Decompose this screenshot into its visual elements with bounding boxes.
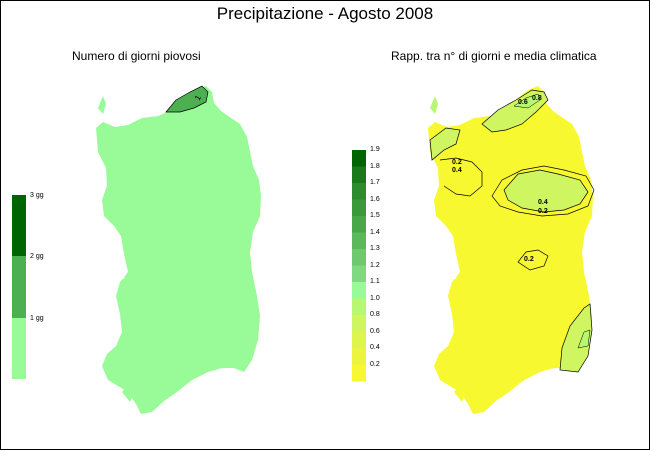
- right-legend-swatch: [352, 183, 366, 200]
- right-legend-label: 1.7: [370, 179, 380, 186]
- right-legend-label: 1.0: [370, 294, 380, 302]
- right-legend-label: 1.5: [370, 212, 380, 219]
- right-legend-swatch: [352, 364, 366, 382]
- right-legend-swatch: [352, 298, 366, 316]
- contour-label: 0.6: [518, 99, 528, 106]
- right-legend-swatch: [352, 216, 366, 233]
- contour-label: 0.4: [452, 167, 462, 174]
- left-contour-label: 1: [193, 93, 203, 102]
- oristano-gulf-right: [449, 266, 458, 279]
- right-legend-swatch: [352, 315, 366, 332]
- right-legend: [352, 150, 366, 382]
- right-legend-swatch: [352, 150, 366, 167]
- north-ratio-core: [513, 93, 541, 109]
- contour-label: 0.2: [538, 208, 548, 215]
- south-contour: [517, 249, 549, 271]
- right-legend-swatch: [352, 331, 366, 349]
- northwest-ratio-zone: [429, 127, 461, 161]
- left-map-title: Numero di giorni piovosi: [72, 49, 201, 63]
- right-legend-label: 1.9: [370, 146, 380, 153]
- right-legend-swatch: [352, 232, 366, 250]
- right-map-title: Rapp. tra n° di giorni e media climatica: [391, 49, 597, 63]
- right-legend-label: 0.2: [370, 360, 380, 368]
- central-contour-outer: [491, 165, 595, 217]
- sant-antioco-left: [122, 386, 134, 402]
- oristano-gulf-left: [117, 266, 126, 279]
- right-legend-label: 0.8: [370, 311, 380, 318]
- sardinia-left-land: [96, 86, 261, 414]
- right-legend-swatch: [352, 166, 366, 184]
- asinara-island-right: [430, 96, 438, 114]
- right-map: 0.6 0.8 0.2 0.4 0.4 0.2 0.2: [428, 86, 595, 414]
- contour-label: 0.2: [452, 159, 462, 166]
- asinara-island-left: [98, 96, 106, 114]
- left-legend-label: 1 gg: [30, 315, 44, 322]
- right-legend-label: 1.1: [370, 278, 380, 285]
- right-legend-label: 0.6: [370, 327, 380, 335]
- right-legend-label: 1.8: [370, 162, 380, 170]
- right-legend-label: 0.4: [370, 344, 380, 351]
- right-legend-swatch: [352, 265, 366, 283]
- contour-label: 0.4: [538, 199, 548, 206]
- left-legend-label: 2 gg: [30, 253, 44, 260]
- sant-antioco-right: [454, 386, 466, 402]
- left-legend-swatch-3gg: [12, 195, 26, 256]
- right-legend-label: 1.6: [370, 195, 380, 203]
- southeast-ratio-core: [577, 329, 591, 349]
- rain-1gg-zone: [165, 85, 209, 113]
- contour-label: 0.2: [524, 256, 534, 263]
- right-legend-swatch: [352, 199, 366, 217]
- right-legend-label: 1.4: [370, 228, 380, 236]
- west-contour: [439, 157, 483, 197]
- right-legend-label: 1.3: [370, 245, 380, 252]
- right-legend-label: 1.2: [370, 261, 380, 269]
- left-legend: [12, 195, 26, 379]
- contour-label: 0.8: [532, 95, 542, 102]
- left-legend-swatch-2gg: [12, 256, 26, 318]
- right-legend-swatch: [352, 348, 366, 365]
- left-legend-label: 3 gg: [30, 192, 44, 199]
- left-map: 1: [96, 85, 261, 414]
- right-legend-swatch: [352, 282, 366, 299]
- right-legend-swatch: [352, 249, 366, 266]
- figure-title: Precipitazione - Agosto 2008: [216, 4, 434, 23]
- central-ratio-zone: [503, 169, 589, 213]
- southeast-ratio-zone: [559, 303, 593, 373]
- left-legend-swatch-1gg: [12, 318, 26, 379]
